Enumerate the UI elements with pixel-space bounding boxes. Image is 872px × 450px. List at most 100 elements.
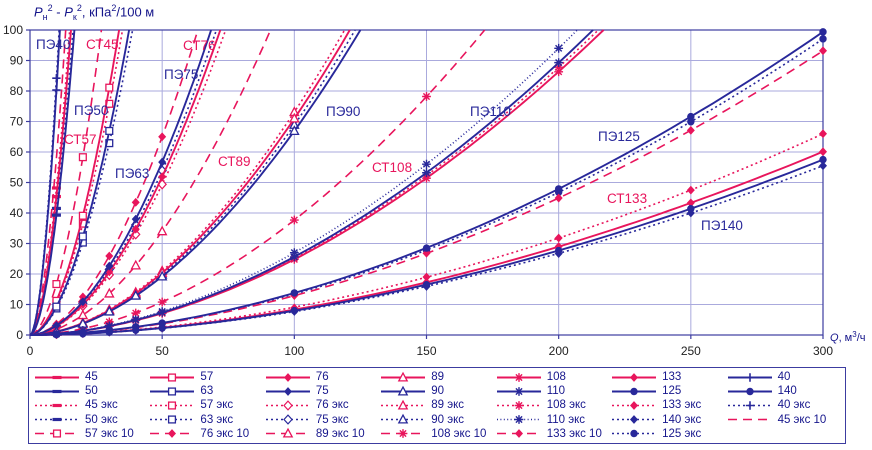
legend-line-sample	[727, 372, 772, 382]
legend-line-sample	[612, 387, 657, 395]
legend-item-57: 57	[148, 370, 263, 384]
legend-line-sample	[381, 413, 426, 424]
series-108-экс	[29, 29, 599, 339]
y-tick-label: 50	[10, 176, 24, 190]
legend-item-label: 63 экс	[200, 413, 234, 426]
legend-item-89: 89	[379, 370, 494, 384]
legend-item-label: 133 экс 10	[546, 427, 602, 440]
legend-item-110-экс: 110 экс	[495, 413, 610, 427]
x-tick-label: 150	[416, 344, 436, 358]
legend-line-sample	[612, 430, 657, 438]
series-50	[29, 29, 76, 336]
legend-item-label: 125	[662, 385, 682, 398]
curve-label-СТ76: СТ76	[183, 38, 216, 53]
curve-label-ПЭ40: ПЭ40	[36, 37, 70, 52]
legend-item-45: 45	[33, 370, 148, 384]
legend-line-sample	[496, 401, 541, 410]
legend-line-sample	[35, 375, 79, 379]
legend-line-sample	[496, 415, 541, 425]
legend-line-sample	[150, 373, 195, 382]
legend-item-57-экс: 57 экс	[148, 398, 263, 412]
legend-item-90-экс: 90 экс	[379, 413, 494, 427]
legend-item-label: 76 экс 10	[200, 427, 250, 440]
legend-item-label: 108	[546, 371, 566, 384]
series-108	[29, 29, 605, 339]
legend-item-label: 110 экс	[546, 413, 586, 426]
legend-item-50-экс: 50 экс	[33, 413, 148, 427]
legend-item-label: 75 экс	[315, 413, 349, 426]
x-tick-label: 300	[813, 344, 833, 358]
legend-item-108: 108	[495, 370, 610, 384]
y-tick-label: 20	[10, 267, 24, 281]
legend-item-label: 63	[200, 385, 214, 398]
y-tick-label: 80	[10, 84, 24, 98]
legend-item-89-экс-10: 89 экс 10	[264, 427, 379, 441]
legend-item-label: 125 экс	[662, 427, 702, 440]
legend-item-133: 133	[610, 370, 725, 384]
legend-line-sample	[727, 387, 772, 395]
legend-line-sample	[612, 415, 657, 425]
y-tick-label: 30	[10, 237, 24, 251]
legend-line-sample	[35, 389, 79, 393]
curve-label-СТ57: СТ57	[64, 132, 97, 147]
series-40	[29, 29, 61, 336]
curve-label-СТ45: СТ45	[86, 37, 119, 52]
legend-item-45-экс-10: 45 экс 10	[726, 413, 841, 427]
series-125	[29, 28, 827, 339]
curve-label-ПЭ63: ПЭ63	[115, 166, 149, 181]
y-tick-label: 0	[16, 328, 23, 342]
y-tick-label: 70	[10, 115, 24, 129]
curve-label-ПЭ110: ПЭ110	[470, 104, 511, 119]
legend-line-sample	[35, 418, 79, 422]
legend-item-76-экс: 76 экс	[264, 398, 379, 412]
legend-line-sample	[496, 429, 541, 439]
legend-line-sample	[150, 415, 195, 424]
legend-item-125-экс: 125 экс	[610, 427, 725, 441]
legend-line-sample	[35, 429, 79, 438]
legend-item-label: 75	[315, 385, 329, 398]
legend-item-label: 45 экс 10	[777, 413, 827, 426]
legend-item-89-экс: 89 экс	[379, 398, 494, 412]
legend-line-sample	[381, 385, 426, 396]
curve-label-ПЭ75: ПЭ75	[164, 67, 198, 82]
x-tick-label: 50	[155, 344, 169, 358]
y-tick-label: 90	[10, 54, 24, 68]
legend-line-sample	[150, 429, 195, 439]
x-tick-label: 100	[284, 344, 304, 358]
legend-item-40: 40	[726, 370, 841, 384]
legend-item-label: 89	[431, 371, 445, 384]
legend-line-sample	[496, 386, 541, 396]
series-45-экс-10	[29, 29, 67, 336]
legend-item-133-экс: 133 экс	[610, 398, 725, 412]
legend-line-sample	[265, 428, 310, 438]
legend-item-label: 57 экс	[200, 399, 234, 412]
legend-line-sample	[265, 386, 310, 396]
curve-label-ПЭ140: ПЭ140	[701, 218, 743, 233]
curve-label-СТ108: СТ108	[372, 160, 412, 175]
legend-item-label: 89 экс	[431, 399, 465, 412]
legend-item-76: 76	[264, 370, 379, 384]
y-tick-label: 40	[10, 206, 24, 220]
pressure-drop-chart: 0 10 20 30 40 50 60 70 80 90 100 0 50 100 150 200 250 300…	[3, 23, 866, 358]
legend-item-63: 63	[148, 384, 263, 398]
legend-line-sample	[265, 400, 310, 411]
legend-line-sample	[612, 372, 657, 382]
legend-line-sample	[265, 414, 310, 425]
curve-label-СТ133: СТ133	[607, 191, 647, 206]
series-108-экс-10	[29, 29, 486, 338]
legend-item-label: 50	[85, 385, 98, 398]
series-125-экс	[29, 35, 827, 339]
legend-item-57-экс-10: 57 экс 10	[33, 427, 148, 441]
legend-item-label: 89 экс 10	[315, 427, 365, 440]
legend-item-108-экс: 108 экс	[495, 398, 610, 412]
legend-line-sample	[35, 403, 79, 408]
legend-item-133-экс-10: 133 экс 10	[495, 427, 610, 441]
legend-line-sample	[265, 372, 310, 382]
x-tick-label: 250	[681, 344, 701, 358]
legend-item-label: 90 экс	[431, 413, 465, 426]
legend-item-label: 140	[777, 385, 797, 398]
legend-line-sample	[381, 371, 426, 382]
y-tick-label: 10	[10, 298, 24, 312]
legend-line-sample	[727, 418, 772, 421]
x-tick-label: 200	[549, 344, 569, 358]
